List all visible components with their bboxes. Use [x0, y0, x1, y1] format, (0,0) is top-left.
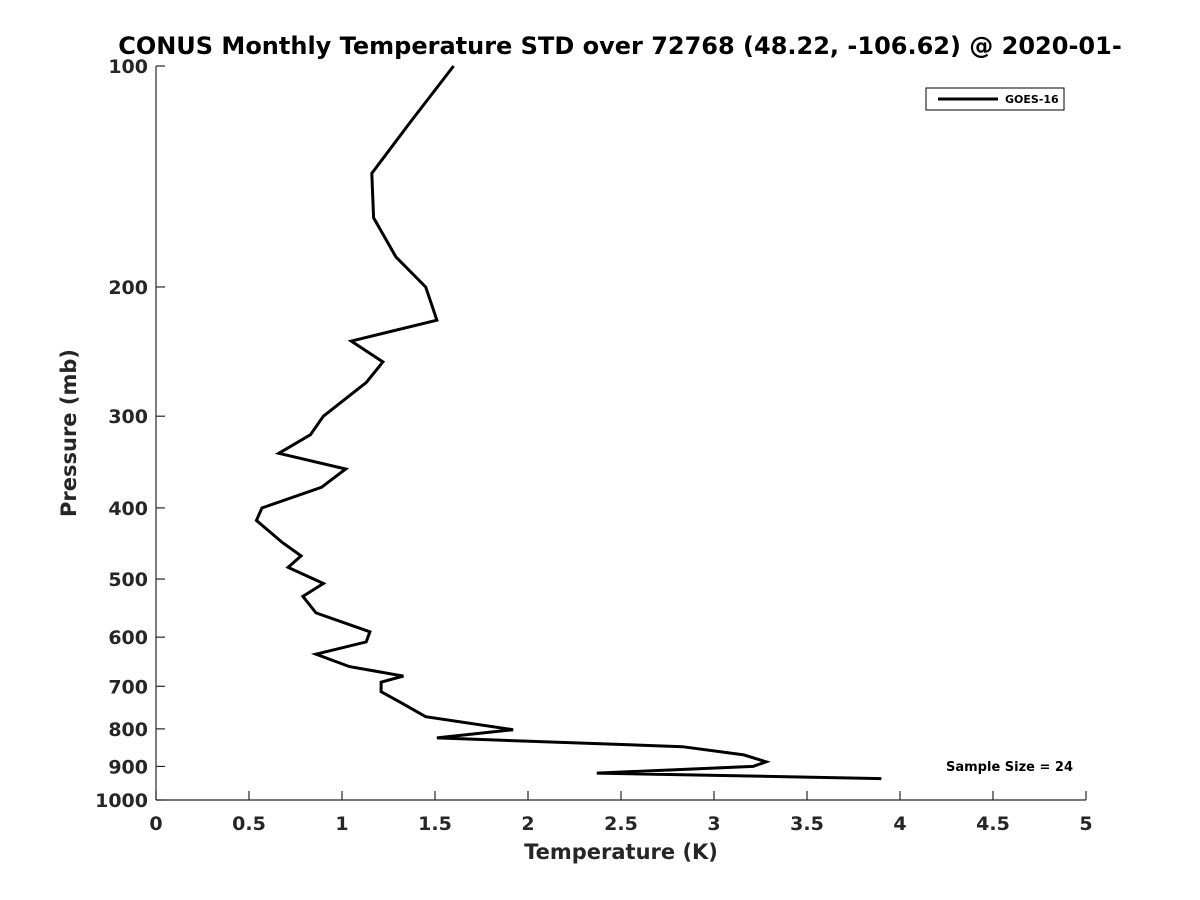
y-tick-label: 400 — [108, 498, 148, 520]
x-axis-label: Temperature (K) — [524, 840, 718, 864]
x-tick-label: 1 — [335, 813, 348, 835]
x-tick-label: 2.5 — [604, 813, 638, 835]
y-tick-label: 600 — [108, 627, 148, 649]
x-tick-label: 4.5 — [976, 813, 1010, 835]
y-tick-label: 900 — [108, 756, 148, 778]
legend: GOES-16 — [925, 87, 1065, 111]
x-tick-label: 0 — [149, 813, 162, 835]
x-tick-label: 2 — [521, 813, 534, 835]
chart-title: CONUS Monthly Temperature STD over 72768… — [118, 32, 1122, 60]
y-tick-label: 800 — [108, 719, 148, 741]
y-axis-label: Pressure (mb) — [57, 349, 81, 517]
y-tick-label: 200 — [108, 277, 148, 299]
y-tick-label: 1000 — [95, 790, 148, 812]
x-tick-label: 3.5 — [790, 813, 824, 835]
x-axis-ticks: 0 0.5 1 1.5 2 2.5 3 3.5 4 4.5 5 — [149, 791, 1093, 835]
y-tick-label: 500 — [108, 569, 148, 591]
y-axis-ticks: 100 200 300 400 500 600 700 800 900 1000 — [95, 56, 165, 812]
legend-label: GOES-16 — [1005, 93, 1059, 106]
y-tick-label: 700 — [108, 676, 148, 698]
y-tick-label: 100 — [108, 56, 148, 78]
x-tick-label: 3 — [707, 813, 720, 835]
series-line-goes16 — [254, 65, 882, 781]
sample-size-annotation: Sample Size = 24 — [946, 760, 1073, 775]
x-tick-label: 0.5 — [232, 813, 266, 835]
x-tick-label: 5 — [1079, 813, 1092, 835]
x-tick-label: 1.5 — [418, 813, 452, 835]
y-tick-label: 300 — [108, 406, 148, 428]
x-tick-label: 4 — [893, 813, 906, 835]
